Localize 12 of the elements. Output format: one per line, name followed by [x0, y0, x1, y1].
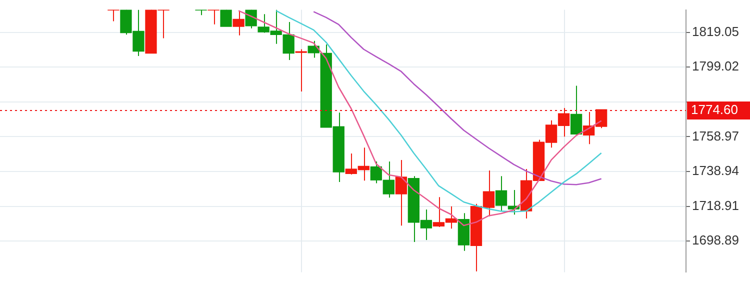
candlestick [295, 48, 307, 92]
y-tick-label: 1758.97 [692, 128, 739, 144]
candlestick [570, 85, 582, 135]
y-tick-label: 1738.94 [692, 163, 739, 178]
y-tick-label: 1698.89 [692, 232, 739, 248]
candlestick [220, 10, 232, 27]
ref-line-label: 1774.60 [691, 102, 738, 118]
candlestick [232, 10, 244, 36]
y-tick-label: 1819.05 [692, 24, 739, 39]
candlestick [395, 159, 407, 226]
y-tick-label: 1799.02 [692, 58, 739, 74]
y-tick-label: 1718.91 [692, 198, 739, 213]
